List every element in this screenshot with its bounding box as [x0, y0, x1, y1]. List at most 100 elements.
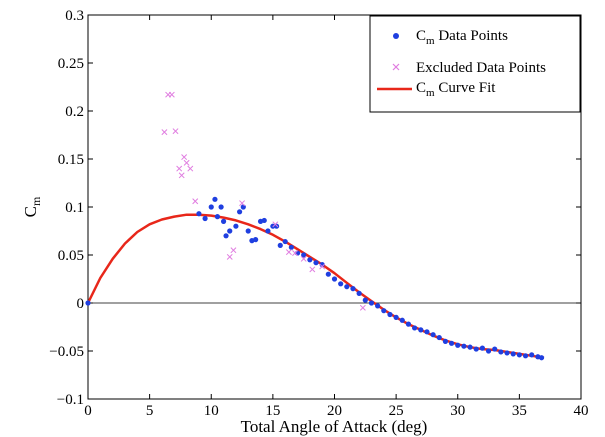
data-point	[516, 352, 522, 358]
legend-box	[369, 15, 581, 113]
y-tick-label: 0.25	[58, 56, 84, 72]
data-point	[245, 228, 251, 234]
data-point	[223, 233, 229, 239]
data-point	[261, 217, 267, 224]
excluded-point	[168, 91, 175, 98]
data-point	[375, 303, 381, 309]
data-point	[485, 348, 492, 354]
data-point	[282, 238, 288, 245]
y-tick-label: −0.05	[49, 344, 84, 360]
data-point	[85, 300, 91, 306]
data-point	[277, 242, 283, 248]
excluded-point	[300, 255, 307, 262]
excluded-points-layer	[161, 91, 366, 311]
y-tick-label: 0.1	[65, 200, 84, 216]
data-point	[479, 345, 485, 351]
data-point	[265, 228, 271, 234]
data-point	[510, 351, 516, 357]
data-point	[473, 346, 479, 352]
data-point	[381, 308, 387, 314]
excluded-point	[183, 159, 190, 166]
data-point	[448, 340, 455, 346]
legend-marker-data-points	[393, 33, 399, 39]
data-point	[538, 355, 545, 361]
excluded-point	[161, 129, 168, 136]
data-point	[253, 237, 259, 243]
excluded-point	[359, 304, 366, 311]
excluded-point	[285, 249, 292, 256]
data-point	[412, 325, 418, 331]
legend-label-excluded-points: Excluded Data Points	[416, 60, 546, 76]
data-point	[405, 321, 412, 327]
data-point	[399, 317, 405, 323]
x-tick-label: 15	[265, 403, 280, 419]
x-tick-label: 10	[204, 403, 219, 419]
excluded-point	[292, 250, 299, 257]
excluded-point	[181, 154, 188, 161]
data-point	[368, 300, 375, 306]
data-point	[214, 214, 221, 220]
data-point	[356, 290, 362, 296]
x-tick-label: 5	[146, 403, 154, 419]
y-tick-label: 0.05	[58, 248, 84, 264]
data-point	[442, 338, 449, 344]
data-point	[529, 352, 535, 358]
x-tick-label: 20	[327, 403, 342, 419]
y-axis-title: Cm	[21, 196, 43, 217]
excluded-point	[272, 221, 279, 228]
data-point	[393, 314, 399, 320]
data-point	[430, 332, 436, 338]
legend-marker-excluded-points	[392, 63, 400, 71]
x-axis-title: Total Angle of Attack (deg)	[241, 417, 428, 436]
data-point	[455, 342, 461, 348]
excluded-point	[172, 128, 179, 135]
excluded-point	[192, 198, 199, 205]
y-tick-label: 0	[77, 296, 85, 312]
x-tick-label: 30	[450, 403, 465, 419]
data-point	[325, 271, 331, 277]
data-point	[522, 353, 529, 359]
excluded-point	[309, 266, 316, 273]
legend-label-curve-fit: Cm Curve Fit	[416, 80, 496, 99]
y-tick-label: 0.2	[65, 104, 84, 120]
data-point	[387, 311, 393, 318]
data-point	[467, 344, 473, 350]
excluded-point	[319, 263, 326, 270]
y-tick-label: −0.1	[57, 392, 84, 408]
excluded-point	[187, 165, 194, 172]
data-point	[208, 204, 214, 210]
data-point	[202, 215, 208, 222]
data-point	[218, 204, 224, 210]
excluded-point	[178, 172, 185, 179]
data-point	[492, 346, 498, 352]
data-point	[227, 228, 233, 234]
data-point	[220, 218, 227, 224]
data-point	[307, 257, 313, 263]
excluded-point	[226, 253, 233, 260]
data-point	[288, 244, 294, 250]
x-tick-label: 40	[574, 403, 589, 419]
data-point	[331, 276, 338, 282]
x-tick-label: 25	[389, 403, 404, 419]
data-point	[338, 281, 344, 287]
legend: Cm Data Points Excluded Data Points Cm C…	[369, 15, 581, 113]
excluded-point	[239, 200, 246, 207]
x-tick-label: 0	[84, 403, 92, 419]
excluded-point	[176, 165, 183, 172]
data-point	[233, 223, 239, 229]
data-point	[240, 204, 246, 210]
data-point	[498, 349, 504, 355]
excluded-point	[230, 247, 237, 254]
data-point	[313, 260, 319, 266]
data-point	[301, 252, 307, 258]
data-point	[350, 286, 356, 292]
data-point	[418, 327, 424, 333]
x-tick-label: 35	[512, 403, 527, 419]
y-tick-label: 0.3	[65, 8, 84, 24]
data-point	[504, 350, 510, 356]
legend-label-data-points: Cm Data Points	[416, 28, 508, 47]
y-tick-label: 0.15	[58, 152, 84, 168]
data-point	[461, 343, 467, 349]
data-point	[212, 196, 218, 202]
data-point	[424, 329, 430, 335]
